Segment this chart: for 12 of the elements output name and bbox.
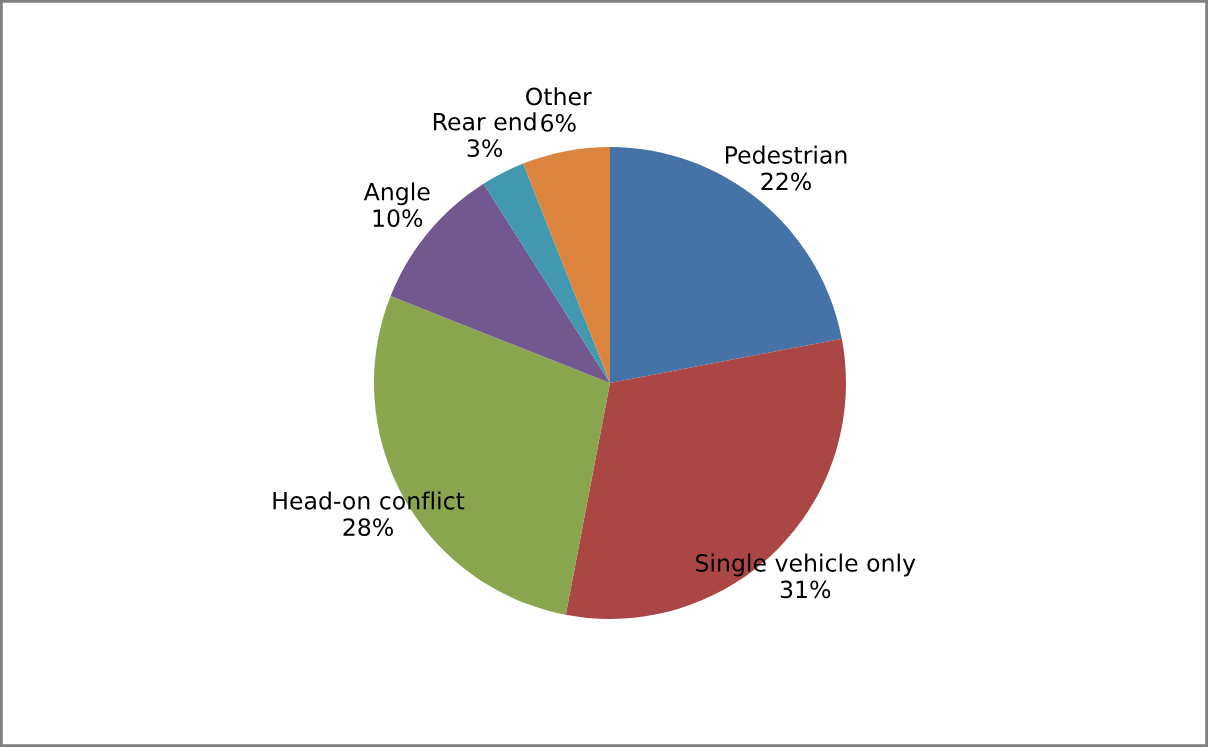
slice-label: Pedestrian [725,145,847,164]
data-label: 3% [467,139,503,158]
pie-slice [523,147,610,383]
data-label: 31% [780,580,831,599]
data-label: 22% [761,172,811,191]
data-label: 28% [343,518,393,537]
pie-slice [483,163,610,383]
slice-label: Other [526,87,592,106]
data-label: 6% [541,113,576,132]
data-label: 10% [373,209,423,228]
slice-label: Rear end [433,112,536,131]
slice-label: Angle [363,182,430,206]
